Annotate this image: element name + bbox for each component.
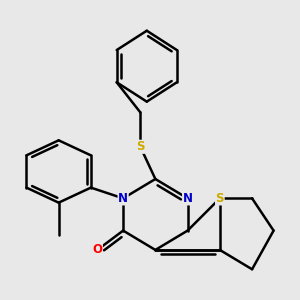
Text: N: N — [183, 192, 193, 205]
Text: S: S — [216, 192, 224, 205]
Text: N: N — [118, 192, 128, 205]
Text: O: O — [92, 243, 102, 256]
Text: S: S — [136, 140, 145, 153]
